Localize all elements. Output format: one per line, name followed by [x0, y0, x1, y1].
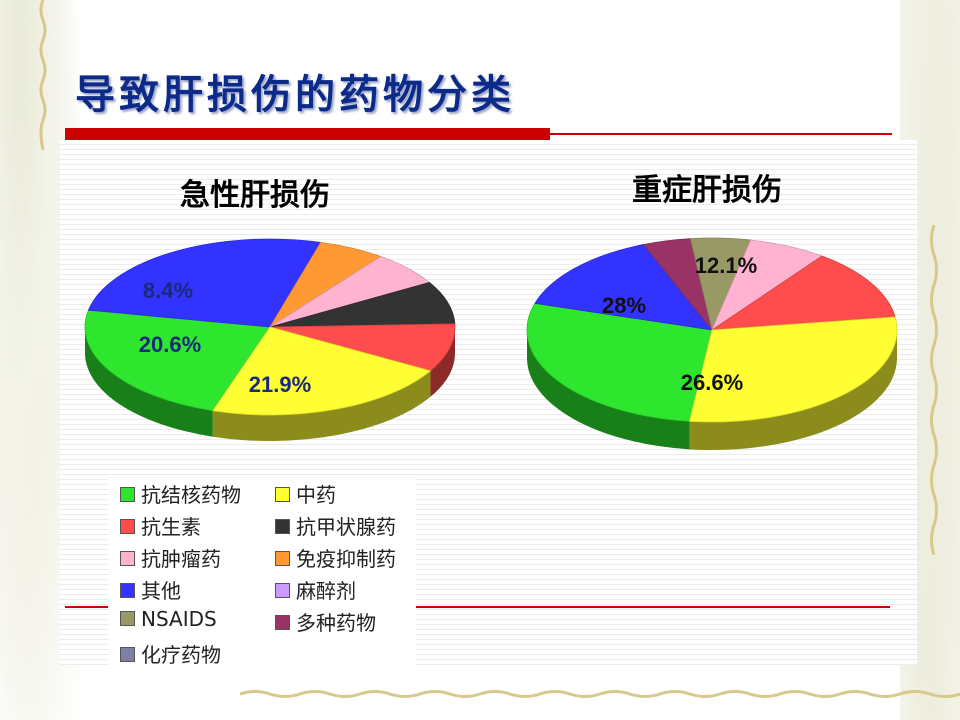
legend-item: 抗生素 — [120, 511, 201, 540]
data-label-中药: 28% — [602, 293, 646, 318]
legend-item: 其他 — [120, 575, 181, 604]
slide-title: 导致肝损伤的药物分类 — [75, 71, 515, 118]
legend-label: 免疫抑制药 — [296, 547, 396, 571]
vine-decoration-left — [39, 0, 47, 150]
pie-side-中药 — [689, 330, 897, 450]
legend-label: 抗甲状腺药 — [296, 515, 396, 539]
legend-swatch — [275, 551, 290, 566]
pie-slice-中药 — [212, 326, 432, 416]
data-label-抗结核药物: 21.9% — [249, 372, 311, 397]
footer-line — [65, 606, 890, 608]
legend-item: 抗结核药物 — [120, 479, 241, 508]
legend-swatch — [120, 583, 135, 598]
legend: 抗结核药物 中药抗生素 抗甲状腺药抗肿瘤药 免疫抑制药其他 麻醉剂 NSAIDS 多种药物化… — [108, 475, 416, 668]
pie-slice-抗生素 — [269, 323, 456, 372]
legend-item: 多种药物 — [275, 607, 376, 636]
legend-swatch — [120, 551, 135, 566]
legend-item: 中药 — [275, 479, 336, 508]
legend-label: 化疗药物 — [141, 643, 221, 667]
chart-title-severe: 重症肝损伤 — [632, 173, 782, 208]
legend-label: 中药 — [296, 483, 336, 507]
legend-item: NSAIDS — [120, 607, 217, 631]
pie-slice-抗结核药物 — [84, 309, 271, 412]
pie-slice-其他 — [87, 238, 322, 328]
legend-label: 抗结核药物 — [141, 483, 241, 507]
data-label-抗生素: 12.1% — [695, 253, 757, 278]
legend-item: 抗甲状腺药 — [275, 511, 396, 540]
pie-side-中药 — [212, 370, 431, 441]
title-underline-thick — [65, 128, 550, 140]
legend-swatch — [275, 615, 290, 630]
vine-decoration-bottom — [240, 690, 960, 698]
legend-swatch — [120, 519, 135, 534]
legend-item: 免疫抑制药 — [275, 543, 396, 572]
legend-item: 抗肿瘤药 — [120, 543, 221, 572]
pie-slice-中药 — [688, 316, 898, 423]
legend-swatch — [120, 611, 135, 626]
legend-swatch — [120, 487, 135, 502]
legend-label: NSAIDS — [141, 607, 217, 631]
legend-label: 抗生素 — [141, 515, 201, 539]
vine-decoration-right — [930, 225, 938, 555]
pie-severe: 26.6% 12.1% 28% — [526, 237, 898, 450]
legend-item: 化疗药物 — [120, 639, 221, 668]
data-label-抗生素: 8.4% — [143, 278, 193, 303]
legend-item: 麻醉剂 — [275, 575, 356, 604]
legend-label: 多种药物 — [296, 611, 376, 635]
pie-acute: 21.9% 8.4% 20.6% — [84, 238, 456, 441]
pie-slice-抗甲状腺药 — [269, 281, 456, 328]
pie-slice-其他 — [534, 244, 713, 331]
legend-swatch — [275, 583, 290, 598]
pie-slice-抗结核药物 — [526, 302, 713, 422]
chart-title-acute: 急性肝损伤 — [180, 178, 330, 213]
legend-swatch — [120, 647, 135, 662]
legend-swatch — [275, 487, 290, 502]
data-label-抗结核药物: 26.6% — [681, 370, 743, 395]
title-underline-thin — [550, 133, 892, 135]
legend-label: 其他 — [141, 579, 181, 603]
data-label-中药: 20.6% — [139, 332, 201, 357]
pie-side-抗结核药物 — [85, 327, 213, 437]
pie-side-抗生素 — [430, 327, 455, 397]
legend-swatch — [275, 519, 290, 534]
legend-label: 麻醉剂 — [296, 579, 356, 603]
pie-slice-抗生素 — [710, 255, 896, 331]
pie-side-抗结核药物 — [527, 330, 690, 450]
legend-label: 抗肿瘤药 — [141, 547, 221, 571]
